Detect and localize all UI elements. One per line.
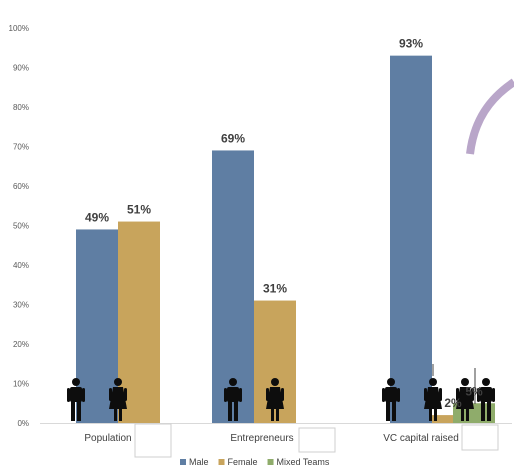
- label-placeholder-box: [298, 427, 336, 453]
- y-tick-label: 20%: [13, 340, 29, 349]
- female-figure-icon: [109, 378, 127, 421]
- y-tick-label: 60%: [13, 182, 29, 191]
- female-figure-icon: [424, 378, 442, 421]
- y-tick-label: 30%: [13, 301, 29, 310]
- legend-swatch: [180, 459, 186, 465]
- x-axis: Population Entrepreneurs VC capital raised: [40, 423, 512, 458]
- legend-label: Mixed Teams: [277, 457, 330, 467]
- male-figure-icon: [477, 378, 495, 421]
- female-figure-icon: [456, 378, 474, 421]
- bar-male: [212, 150, 254, 423]
- data-label: 69%: [221, 131, 245, 145]
- x-category-label: Entrepreneurs: [230, 433, 293, 444]
- legend-swatch: [218, 459, 225, 465]
- y-tick-label: 90%: [13, 64, 29, 73]
- y-tick-label: 70%: [13, 143, 29, 152]
- y-tick-label: 80%: [13, 103, 29, 112]
- male-figure-icon: [382, 378, 400, 421]
- data-label: 51%: [127, 203, 151, 217]
- y-tick-label: 100%: [9, 24, 29, 33]
- y-tick-label: 0%: [17, 419, 29, 428]
- legend-label: Female: [228, 457, 258, 467]
- label-placeholder-box: [461, 424, 499, 451]
- data-label: 49%: [85, 210, 109, 224]
- data-label: 2%: [444, 396, 462, 410]
- male-figure-icon: [224, 378, 242, 421]
- female-figure-icon: [266, 378, 284, 421]
- y-axis: 0% 10% 20% 30% 40% 50% 60% 70% 80% 90% 100%: [9, 24, 29, 428]
- data-label: 31%: [263, 282, 287, 296]
- legend-label: Male: [189, 457, 209, 467]
- male-figure-icon: [67, 378, 85, 421]
- legend-swatch: [267, 459, 274, 465]
- y-tick-label: 40%: [13, 261, 29, 270]
- data-label: 93%: [399, 37, 423, 51]
- x-category-label: VC capital raised: [383, 433, 459, 444]
- y-tick-label: 50%: [13, 222, 29, 231]
- person-icons-group: [67, 364, 495, 421]
- x-category-label: Population: [84, 433, 131, 444]
- data-label: 5%: [465, 384, 483, 398]
- bars-group: [76, 55, 495, 424]
- legend: Male Female Mixed Teams: [180, 457, 330, 467]
- y-tick-label: 10%: [13, 380, 29, 389]
- data-labels-group: 49% 51% 69% 31% 93% 2%5%: [85, 37, 483, 410]
- label-placeholder-box: [134, 423, 172, 458]
- decorative-arc: [466, 78, 514, 155]
- bar-male: [390, 55, 432, 424]
